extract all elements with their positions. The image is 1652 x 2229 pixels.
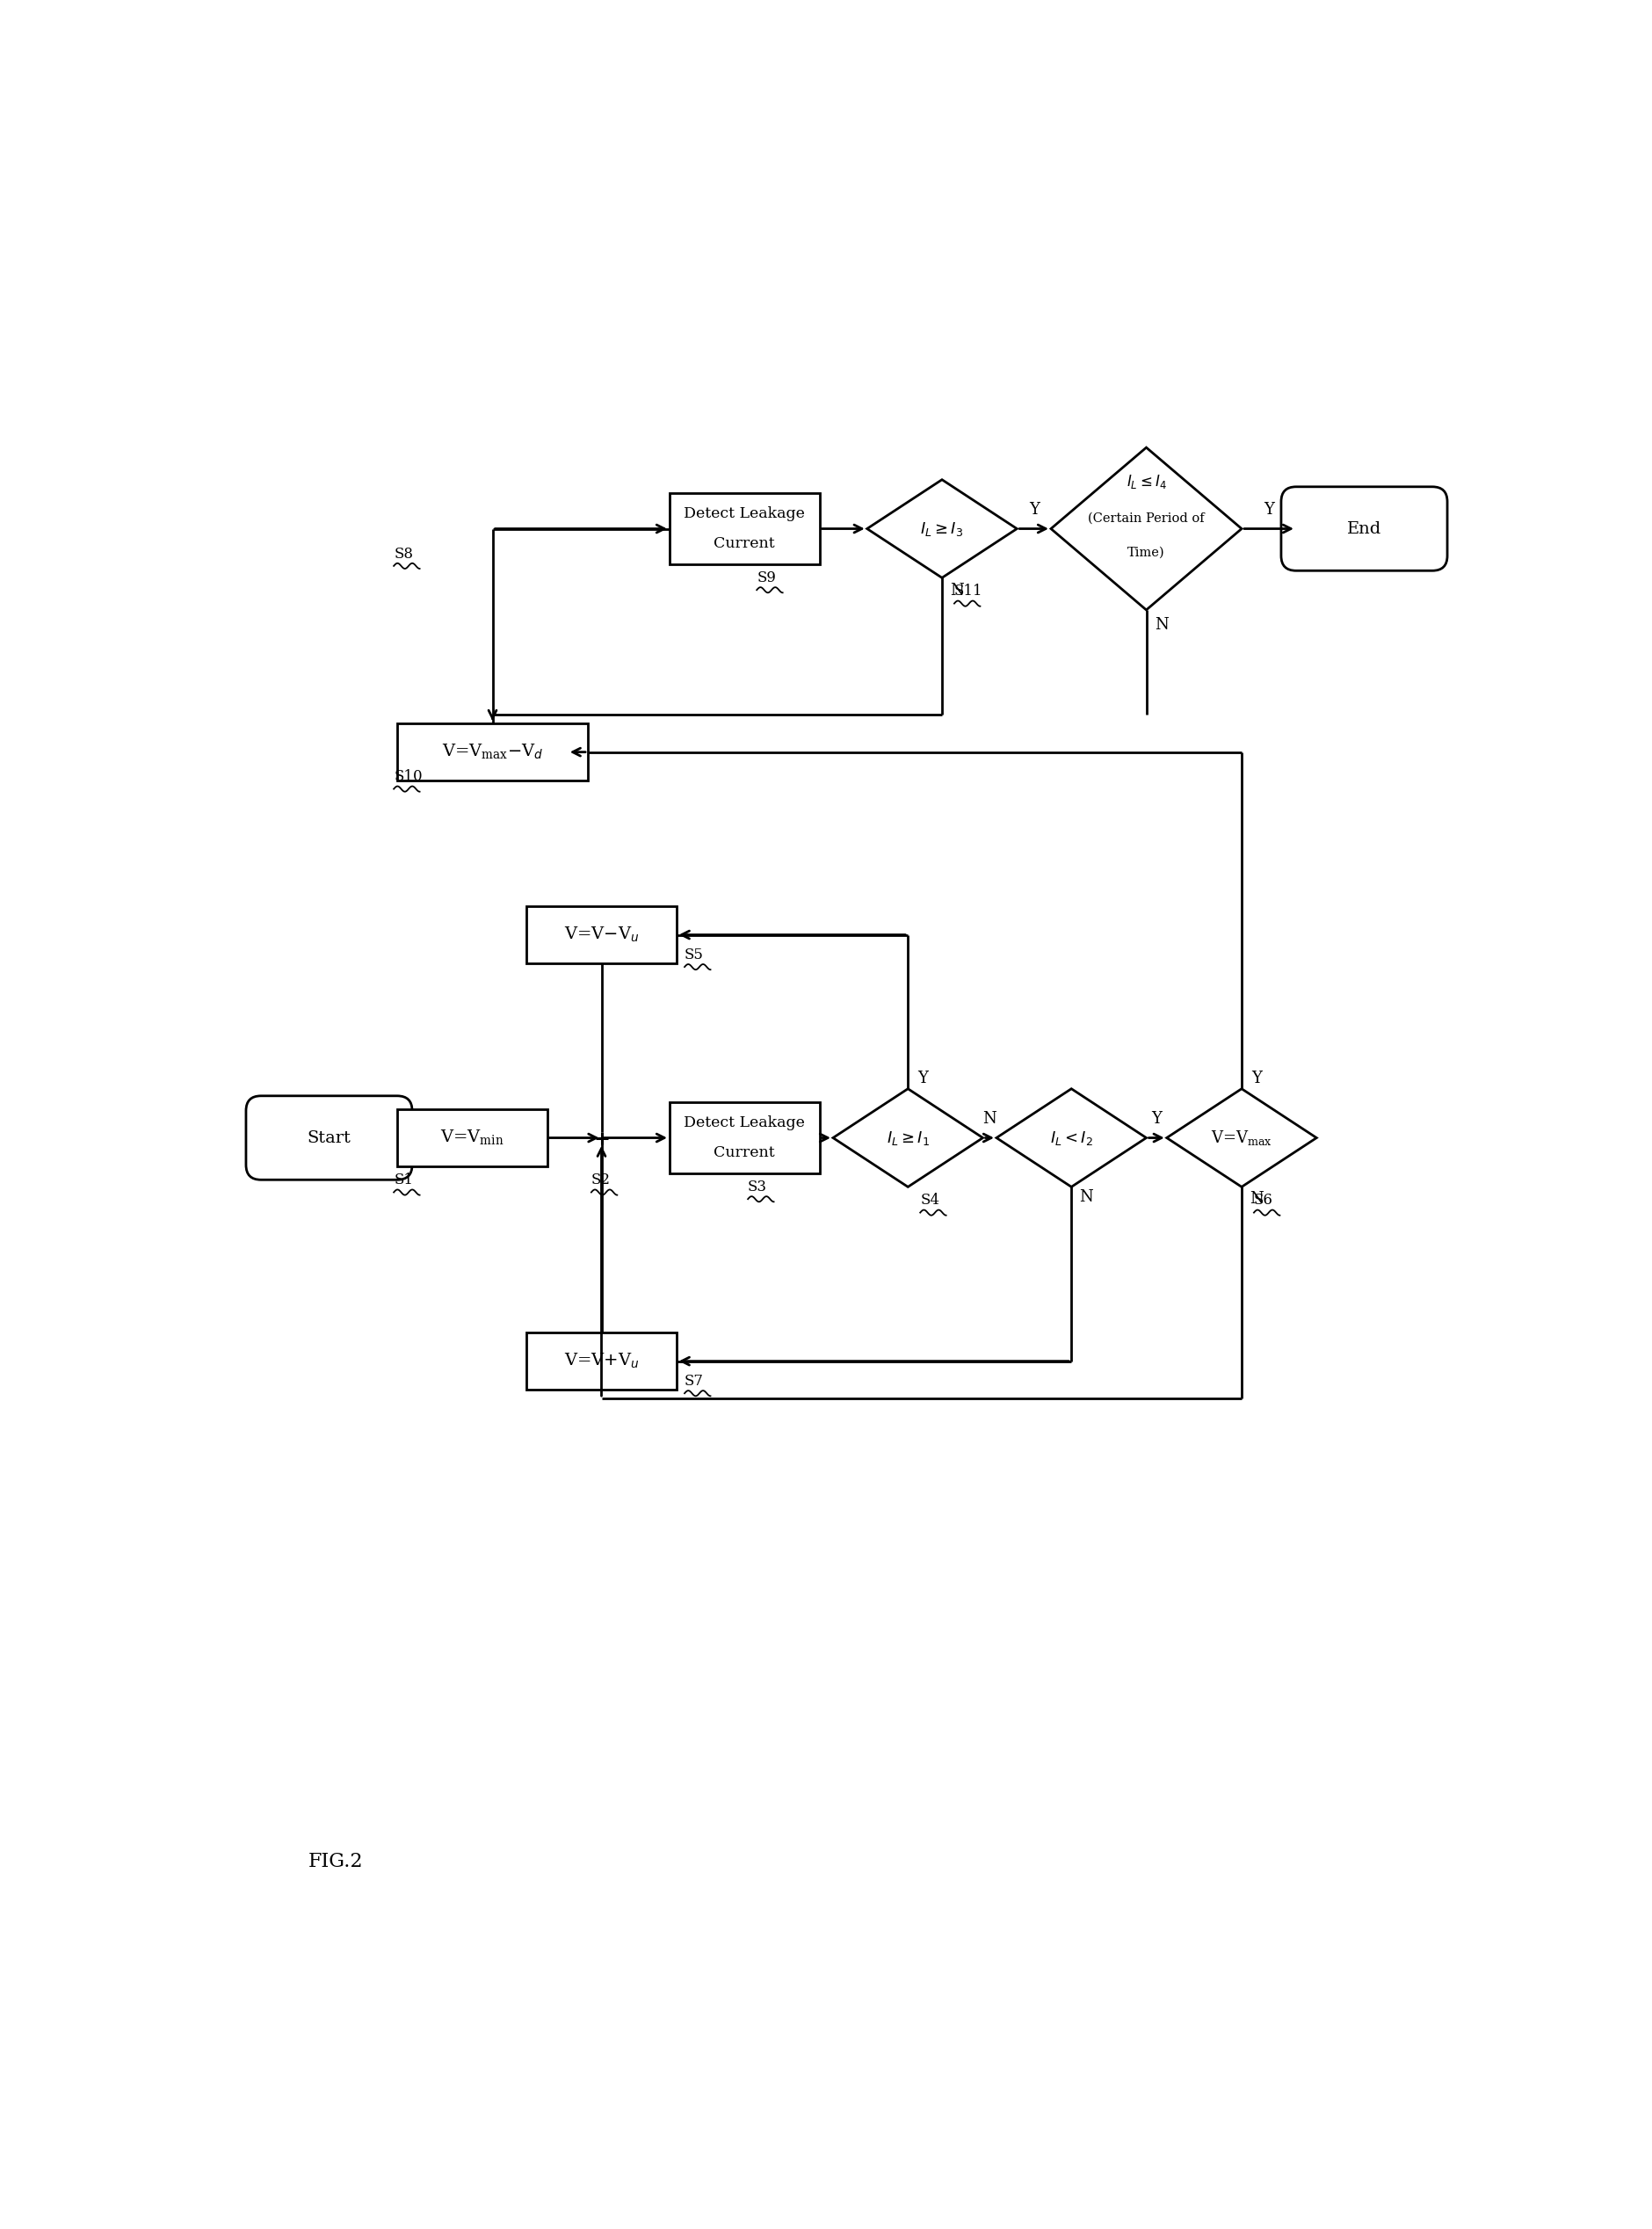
Text: S9: S9 [757, 571, 776, 586]
Text: Current: Current [714, 537, 775, 551]
Text: S2: S2 [591, 1172, 611, 1188]
Text: S4: S4 [920, 1193, 940, 1208]
Text: $I_L$$\geq$$I_1$: $I_L$$\geq$$I_1$ [887, 1130, 930, 1146]
Text: $I_L$$\leq$$I_4$: $I_L$$\leq$$I_4$ [1127, 473, 1166, 490]
Text: V=V$+$V$_u$: V=V$+$V$_u$ [563, 1351, 639, 1371]
Text: S8: S8 [393, 546, 413, 562]
Text: $I_L$$<$$I_2$: $I_L$$<$$I_2$ [1051, 1130, 1094, 1146]
Text: Start: Start [307, 1130, 350, 1146]
Text: N: N [1249, 1190, 1264, 1206]
Bar [527, 1333, 676, 1391]
Bar [669, 1103, 819, 1172]
Text: N: N [1079, 1190, 1094, 1206]
Text: (Certain Period of: (Certain Period of [1089, 513, 1204, 524]
Text: Y: Y [919, 1070, 928, 1086]
Text: $I_L$$\geq$$I_3$: $I_L$$\geq$$I_3$ [920, 519, 963, 537]
Polygon shape [867, 479, 1018, 577]
Text: N: N [1155, 617, 1168, 633]
Polygon shape [1051, 448, 1242, 611]
Text: Current: Current [714, 1146, 775, 1159]
Text: S6: S6 [1254, 1193, 1274, 1208]
FancyBboxPatch shape [1282, 486, 1447, 571]
Bar [527, 905, 676, 963]
Text: Y: Y [1264, 502, 1274, 517]
Bar [396, 722, 588, 780]
Text: Detect Leakage: Detect Leakage [684, 506, 805, 522]
FancyBboxPatch shape [246, 1097, 411, 1179]
Text: Y: Y [1151, 1110, 1161, 1128]
Text: S3: S3 [748, 1179, 767, 1195]
Text: Y: Y [1252, 1070, 1262, 1086]
Text: N: N [983, 1110, 996, 1128]
Polygon shape [1166, 1088, 1317, 1186]
Text: S10: S10 [393, 769, 423, 785]
Text: N: N [950, 584, 963, 600]
Bar [396, 1110, 547, 1166]
Text: V=V$_{\mathregular{min}}$: V=V$_{\mathregular{min}}$ [439, 1128, 504, 1148]
Bar [669, 493, 819, 564]
Polygon shape [833, 1088, 983, 1186]
Text: Time): Time) [1128, 546, 1165, 559]
Text: End: End [1346, 522, 1381, 537]
Text: Y: Y [1029, 502, 1039, 517]
Text: S5: S5 [684, 947, 704, 963]
Text: V=V$_{\mathregular{max}}$$-$V$_d$: V=V$_{\mathregular{max}}$$-$V$_d$ [441, 742, 544, 762]
Text: V=V$_{\mathregular{max}}$: V=V$_{\mathregular{max}}$ [1211, 1128, 1272, 1148]
Text: S11: S11 [955, 584, 983, 600]
Polygon shape [996, 1088, 1146, 1186]
Text: Detect Leakage: Detect Leakage [684, 1114, 805, 1130]
Text: V=V$-$V$_u$: V=V$-$V$_u$ [563, 925, 639, 945]
Text: FIG.2: FIG.2 [309, 1852, 363, 1872]
Text: S1: S1 [393, 1172, 413, 1188]
Text: S7: S7 [684, 1373, 704, 1389]
